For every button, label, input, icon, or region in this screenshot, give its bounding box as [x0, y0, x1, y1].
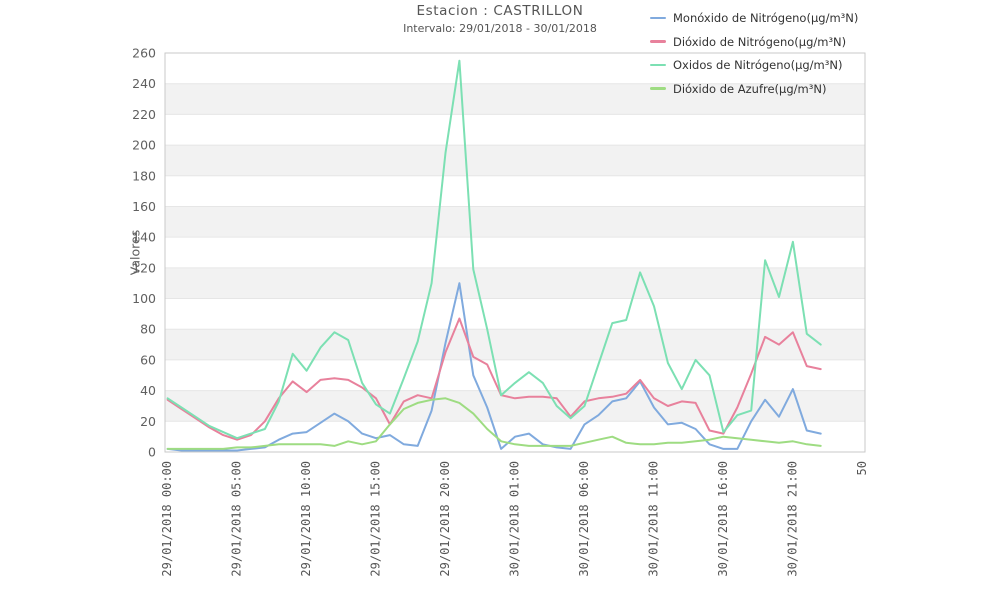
- y-tick-label: 200: [132, 138, 156, 153]
- legend-marker-line: [650, 16, 666, 20]
- y-tick-label: 20: [140, 414, 156, 429]
- legend-item[interactable]: Dióxido de Nitrógeno(µg/m³N): [650, 35, 858, 49]
- series-line-0: [166, 282, 822, 452]
- plot-border: [164, 52, 866, 453]
- legend-item[interactable]: Oxidos de Nitrógeno(µg/m³N): [650, 58, 858, 72]
- x-tick-label: 30/01/2018 11:00: [647, 461, 661, 577]
- chart-title: Estacion : CASTRILLON: [416, 3, 584, 19]
- legend-marker-line: [650, 40, 666, 43]
- y-tick-label: 80: [140, 322, 156, 337]
- y-tick-label: 160: [132, 199, 156, 214]
- x-tick-label: 29/01/2018 00:00: [160, 461, 174, 577]
- y-tick-label: 0: [148, 445, 156, 460]
- x-tick-label: 30/01/2018 16:00: [716, 461, 730, 577]
- y-tick-label: 120: [132, 260, 156, 275]
- plot-band: [165, 145, 865, 176]
- chart-subtitle: Intervalo: 29/01/2018 - 30/01/2018: [403, 22, 597, 35]
- legend-item-label: Monóxido de Nitrógeno(µg/m³N): [673, 11, 859, 25]
- legend-marker-line: [650, 87, 666, 90]
- y-tick-label: 260: [132, 46, 156, 61]
- y-tick-label: 240: [132, 76, 156, 91]
- y-tick-label: 220: [132, 107, 156, 122]
- x-tick-label: 30/01/2018 06:00: [577, 461, 591, 577]
- y-tick-label: 60: [140, 352, 156, 367]
- plot-band: [165, 83, 865, 115]
- y-tick-label: 140: [132, 230, 156, 245]
- x-tick-label: 29/01/2018 10:00: [299, 461, 313, 577]
- x-tick-label: 50: [855, 461, 869, 475]
- legend-item-label: Dióxido de Nitrógeno(µg/m³N): [673, 34, 847, 49]
- plot-band: [165, 206, 865, 238]
- series-line-2: [166, 59, 822, 440]
- x-tick-label: 29/01/2018 15:00: [369, 461, 383, 577]
- plot-band: [165, 329, 865, 360]
- x-tick-label: 30/01/2018 21:00: [785, 461, 799, 577]
- legend-item-label: Dióxido de Azufre(µg/m³N): [673, 81, 827, 96]
- legend: Monóxido de Nitrógeno(µg/m³N) Dióxido de …: [650, 11, 858, 105]
- legend-item[interactable]: Dióxido de Azufre(µg/m³N): [650, 82, 858, 96]
- legend-marker-line: [650, 63, 666, 67]
- x-tick-label: 29/01/2018 20:00: [438, 461, 452, 577]
- legend-item-label: Oxidos de Nitrógeno(µg/m³N): [673, 58, 843, 72]
- legend-item[interactable]: Monóxido de Nitrógeno(µg/m³N): [650, 11, 858, 25]
- series-line-1: [166, 317, 822, 441]
- plot-band: [165, 267, 865, 299]
- series-line-3: [166, 397, 822, 450]
- x-tick-label: 29/01/2018 05:00: [230, 461, 244, 577]
- y-tick-label: 40: [140, 383, 156, 398]
- y-tick-label: 100: [132, 291, 156, 306]
- y-tick-label: 180: [132, 168, 156, 183]
- x-tick-label: 30/01/2018 01:00: [508, 461, 522, 577]
